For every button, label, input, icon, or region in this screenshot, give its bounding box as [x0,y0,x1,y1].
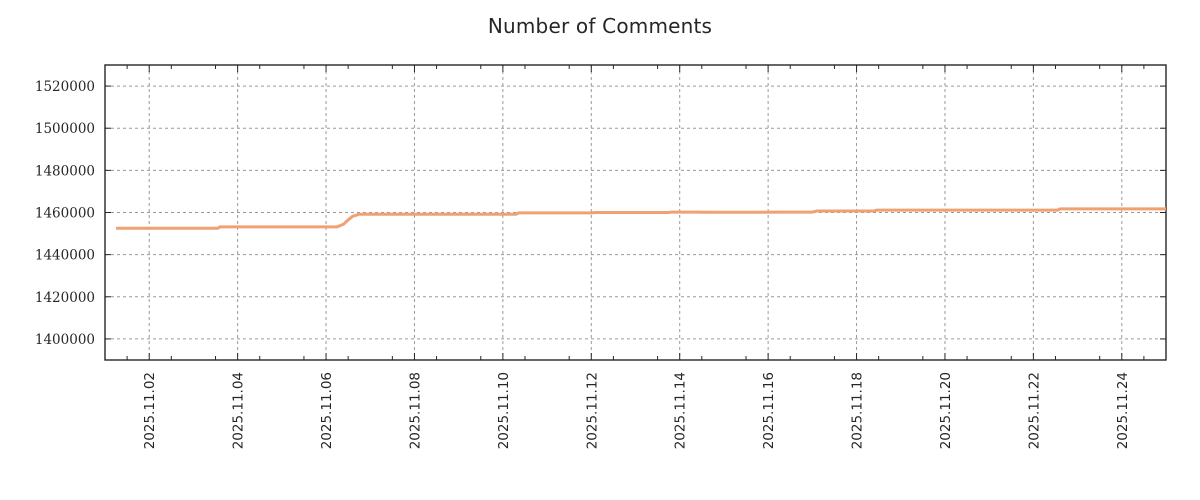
y-tick-label: 1400000 [35,332,95,348]
chart-title: Number of Comments [487,14,713,38]
grid-layer [105,65,1166,360]
x-tick-label: 2025.11.14 [673,372,689,449]
x-tick-label: 2025.11.04 [231,372,247,449]
y-tick-label: 1480000 [35,163,95,179]
x-tick-label: 2025.11.02 [142,372,158,449]
x-tick-label: 2025.11.16 [761,372,777,449]
y-tick-label: 1520000 [35,79,95,95]
y-tick-label: 1460000 [35,206,95,222]
x-tick-label: 2025.11.08 [407,372,423,449]
tick-marks-layer [105,65,1166,360]
x-tick-label: 2025.11.20 [938,372,954,449]
x-tick-label: 2025.11.18 [850,372,866,449]
x-tick-label: 2025.11.06 [319,372,335,449]
y-tick-label: 1420000 [35,290,95,306]
data-series-layer [116,207,1166,230]
x-tick-label: 2025.11.24 [1115,372,1131,449]
x-tick-label: 2025.11.12 [584,372,600,449]
y-tick-label: 1440000 [35,248,95,264]
x-tick-label: 2025.11.22 [1026,372,1042,449]
x-tick-label: 2025.11.10 [496,372,512,449]
data-line [116,207,1166,230]
y-tick-label: 1500000 [35,121,95,137]
y-axis-tick-labels: 1520000 1500000 1480000 1460000 1440000 14200… [35,79,95,348]
x-axis-tick-labels: 2025.11.02 2025.11.04 2025.11.06 2025.11.08… [142,372,1131,449]
